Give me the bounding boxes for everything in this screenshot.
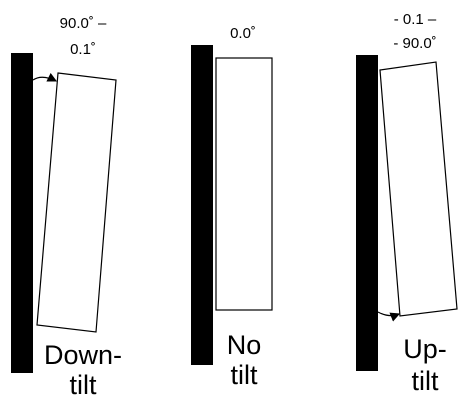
up-tilt-caption-line2: tilt bbox=[412, 366, 439, 396]
no-tilt-caption-line1: No bbox=[227, 330, 262, 360]
no-tilt-panel bbox=[215, 57, 273, 311]
down-tilt-panel bbox=[36, 72, 117, 333]
up-tilt-angle-line1: - 0.1 – bbox=[394, 11, 437, 28]
no-tilt-angle-line1: 0.0˚ bbox=[230, 25, 256, 42]
up-tilt-caption-line1: Up- bbox=[403, 334, 447, 364]
no-tilt-panel-group: 0.0˚ No tilt bbox=[191, 25, 273, 390]
down-tilt-caption-line2: tilt bbox=[70, 370, 97, 398]
up-tilt-angle-line2: - 90.0˚ bbox=[393, 35, 436, 52]
up-tilt-wall bbox=[356, 55, 378, 371]
up-tilt-angle-arrow bbox=[377, 311, 401, 322]
down-tilt-panel-group: 90.0˚ – 0.1˚ Down- tilt bbox=[11, 15, 122, 398]
no-tilt-wall bbox=[191, 45, 213, 365]
down-tilt-caption-line1: Down- bbox=[44, 340, 122, 370]
up-tilt-panel bbox=[379, 61, 458, 317]
down-tilt-angle-line2: 0.1˚ bbox=[70, 41, 96, 58]
down-tilt-angle-line1: 90.0˚ – bbox=[60, 15, 107, 32]
down-tilt-angle-arrow bbox=[32, 72, 58, 82]
no-tilt-caption-line2: tilt bbox=[231, 360, 258, 390]
down-tilt-wall bbox=[11, 53, 33, 373]
up-tilt-panel-group: - 0.1 – - 90.0˚ Up- tilt bbox=[356, 11, 458, 396]
